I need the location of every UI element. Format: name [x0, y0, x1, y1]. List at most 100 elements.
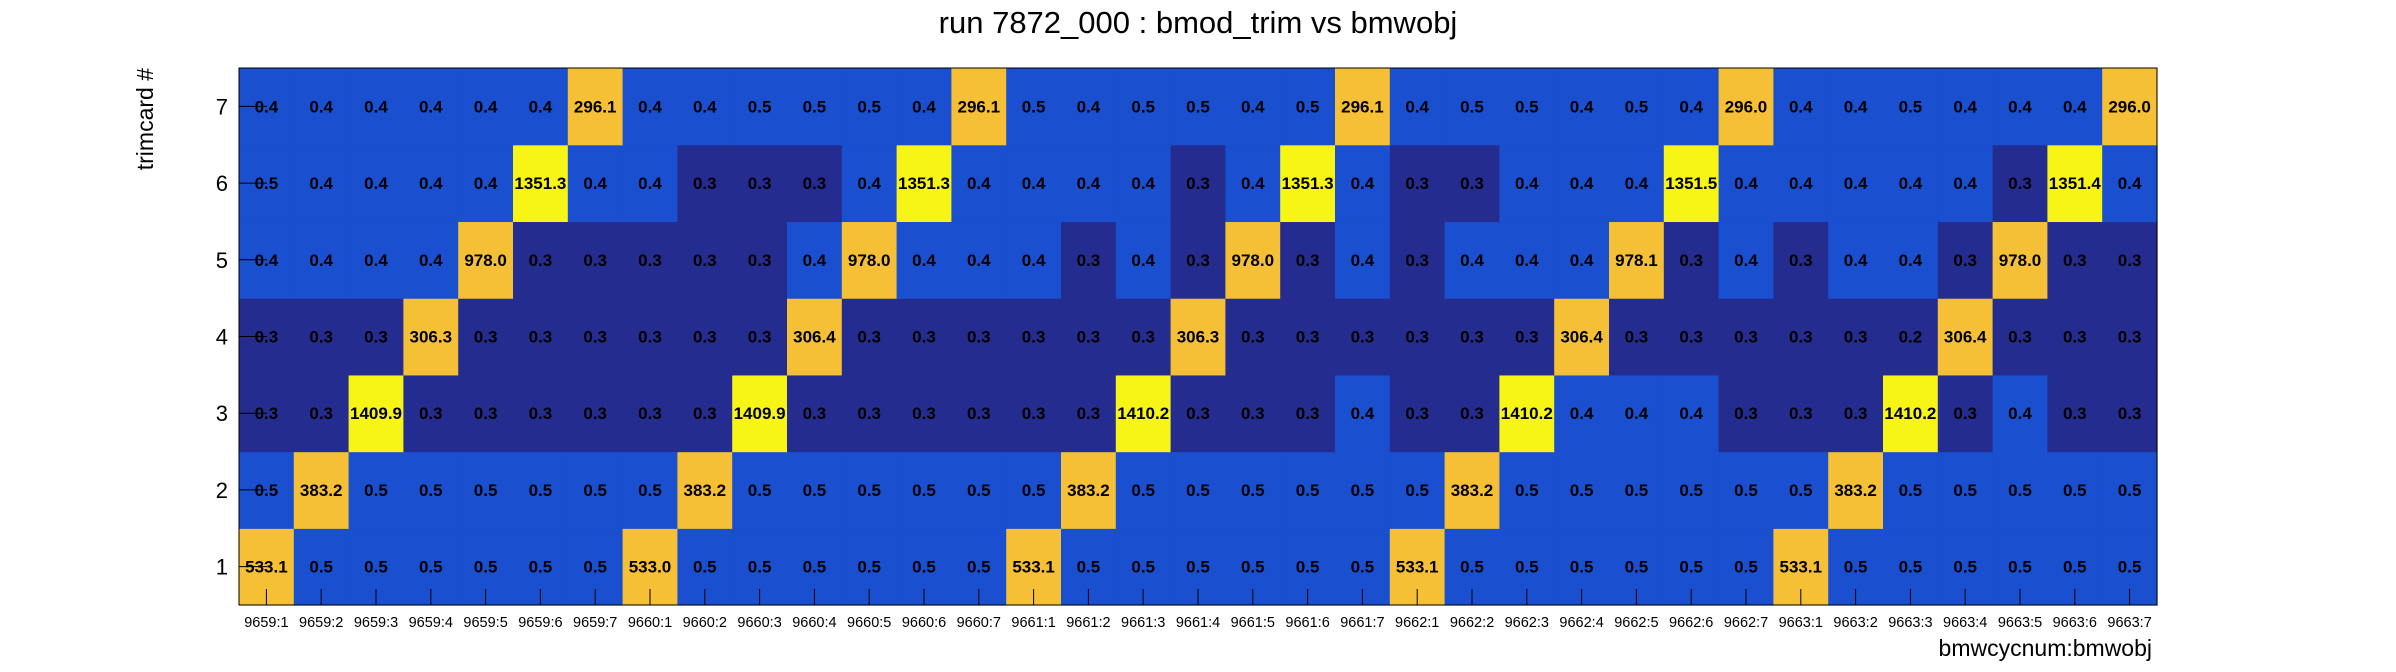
cell-value-label: 0.5 — [1460, 97, 1484, 116]
cell-value-label: 0.5 — [364, 481, 388, 500]
heatmap-cell — [1663, 298, 1720, 376]
heatmap-cell — [841, 451, 898, 529]
x-tick-label: 9663:4 — [1943, 615, 1987, 631]
heatmap-cell — [513, 144, 569, 223]
cell-value-label: 533.1 — [1396, 558, 1439, 577]
cell-value-label: 0.4 — [529, 97, 553, 116]
heatmap-cell — [1335, 298, 1391, 376]
cell-value-label: 0.4 — [1570, 251, 1594, 270]
cell-value-label: 0.3 — [1077, 251, 1101, 270]
cell-value-label: 0.5 — [1296, 97, 1320, 116]
heatmap-cell — [622, 144, 678, 223]
heatmap-cell — [1828, 298, 1884, 376]
heatmap-cell — [1170, 221, 1226, 299]
cell-value-label: 0.5 — [1953, 481, 1977, 500]
heatmap-cell — [348, 221, 404, 299]
cell-value-label: 0.4 — [1131, 251, 1155, 270]
cell-value-label: 0.5 — [1679, 558, 1703, 577]
cell-value-label: 0.5 — [1899, 481, 1923, 500]
x-tick-label: 9660:5 — [847, 615, 891, 631]
heatmap-cell — [732, 68, 788, 146]
cell-value-label: 0.4 — [1679, 404, 1703, 423]
cell-value-label: 0.4 — [912, 97, 936, 116]
cell-value-label: 0.5 — [803, 481, 827, 500]
cell-value-label: 0.3 — [309, 328, 333, 347]
heatmap-cell — [1444, 221, 1500, 299]
heatmap-cell — [2047, 68, 2103, 146]
cell-value-label: 0.5 — [1515, 558, 1539, 577]
heatmap-cell — [2047, 221, 2103, 299]
heatmap-cell — [1609, 374, 1665, 453]
heatmap-cell — [1170, 451, 1226, 529]
cell-value-label: 0.3 — [1789, 251, 1813, 270]
cell-value-label: 296.1 — [958, 97, 1001, 116]
cell-value-label: 0.3 — [857, 404, 881, 423]
cell-value-label: 0.5 — [2118, 558, 2142, 577]
heatmap-cell — [1170, 144, 1226, 223]
heatmap-cell — [951, 298, 1007, 376]
cell-value-label: 0.4 — [419, 251, 443, 270]
x-tick-label: 9661:5 — [1231, 615, 1275, 631]
cell-value-label: 0.5 — [1351, 481, 1375, 500]
heatmap-cell — [1554, 451, 1610, 529]
heatmap-cell — [1115, 451, 1172, 529]
heatmap-cell — [1389, 374, 1446, 453]
heatmap-cell — [787, 221, 843, 299]
cell-value-label: 0.4 — [2118, 174, 2142, 193]
cell-value-label: 1409.9 — [734, 404, 786, 423]
cell-value-label: 0.3 — [967, 328, 991, 347]
cell-value-label: 383.2 — [300, 481, 343, 500]
cell-value-label: 0.4 — [583, 174, 607, 193]
heatmap-cell — [1061, 298, 1117, 376]
cell-value-label: 0.5 — [1625, 97, 1649, 116]
cell-value-label: 0.3 — [1789, 404, 1813, 423]
heatmap-cell — [1225, 374, 1281, 453]
heatmap-cell — [2102, 221, 2158, 299]
heatmap-cell — [1280, 68, 1336, 146]
cell-value-label: 0.3 — [1186, 251, 1210, 270]
heatmap-cell — [1773, 68, 1829, 146]
cell-value-label: 0.5 — [1186, 97, 1210, 116]
heatmap-cell — [458, 451, 514, 529]
cell-value-label: 978.0 — [464, 251, 507, 270]
heatmap-cell — [513, 221, 569, 299]
cell-value-label: 0.5 — [1899, 558, 1923, 577]
x-tick-label: 9660:1 — [628, 615, 672, 631]
heatmap-cell — [513, 451, 569, 529]
heatmap-cell — [732, 298, 788, 376]
cell-value-label: 0.4 — [474, 174, 498, 193]
heatmap-cell — [622, 68, 678, 146]
x-tick-label: 9662:2 — [1450, 615, 1494, 631]
heatmap-cell — [1444, 68, 1500, 146]
cell-value-label: 0.5 — [1570, 481, 1594, 500]
heatmap-cell — [1225, 451, 1281, 529]
heatmap-cell — [1389, 144, 1446, 223]
heatmap-cell — [458, 374, 514, 453]
cell-value-label: 0.5 — [1515, 481, 1539, 500]
cell-value-label: 0.5 — [364, 558, 388, 577]
heatmap-cell — [403, 221, 459, 299]
cell-value-label: 0.4 — [1679, 97, 1703, 116]
cell-value-label: 0.3 — [1405, 404, 1429, 423]
heatmap-cell — [513, 298, 569, 376]
heatmap-cell — [1006, 298, 1062, 376]
cell-value-label: 0.5 — [1679, 481, 1703, 500]
heatmap-cell — [841, 144, 898, 223]
heatmap-cell — [1883, 374, 1939, 453]
cell-value-label: 0.5 — [1296, 481, 1320, 500]
cell-value-label: 0.4 — [1570, 404, 1594, 423]
cell-value-label: 0.3 — [748, 328, 772, 347]
cell-value-label: 0.2 — [1899, 328, 1923, 347]
heatmap-cell — [1718, 451, 1774, 529]
cell-value-label: 0.5 — [1131, 558, 1155, 577]
heatmap-cell — [951, 221, 1007, 299]
cell-value-label: 0.5 — [1734, 481, 1758, 500]
cell-value-label: 0.3 — [1405, 251, 1429, 270]
heatmap-cell — [1718, 144, 1774, 223]
heatmap-cell — [951, 374, 1007, 453]
heatmap-cell — [951, 451, 1007, 529]
cell-value-label: 0.3 — [803, 404, 827, 423]
heatmap-cell — [896, 298, 952, 376]
cell-value-label: 0.5 — [583, 481, 607, 500]
cell-value-label: 978.0 — [848, 251, 891, 270]
